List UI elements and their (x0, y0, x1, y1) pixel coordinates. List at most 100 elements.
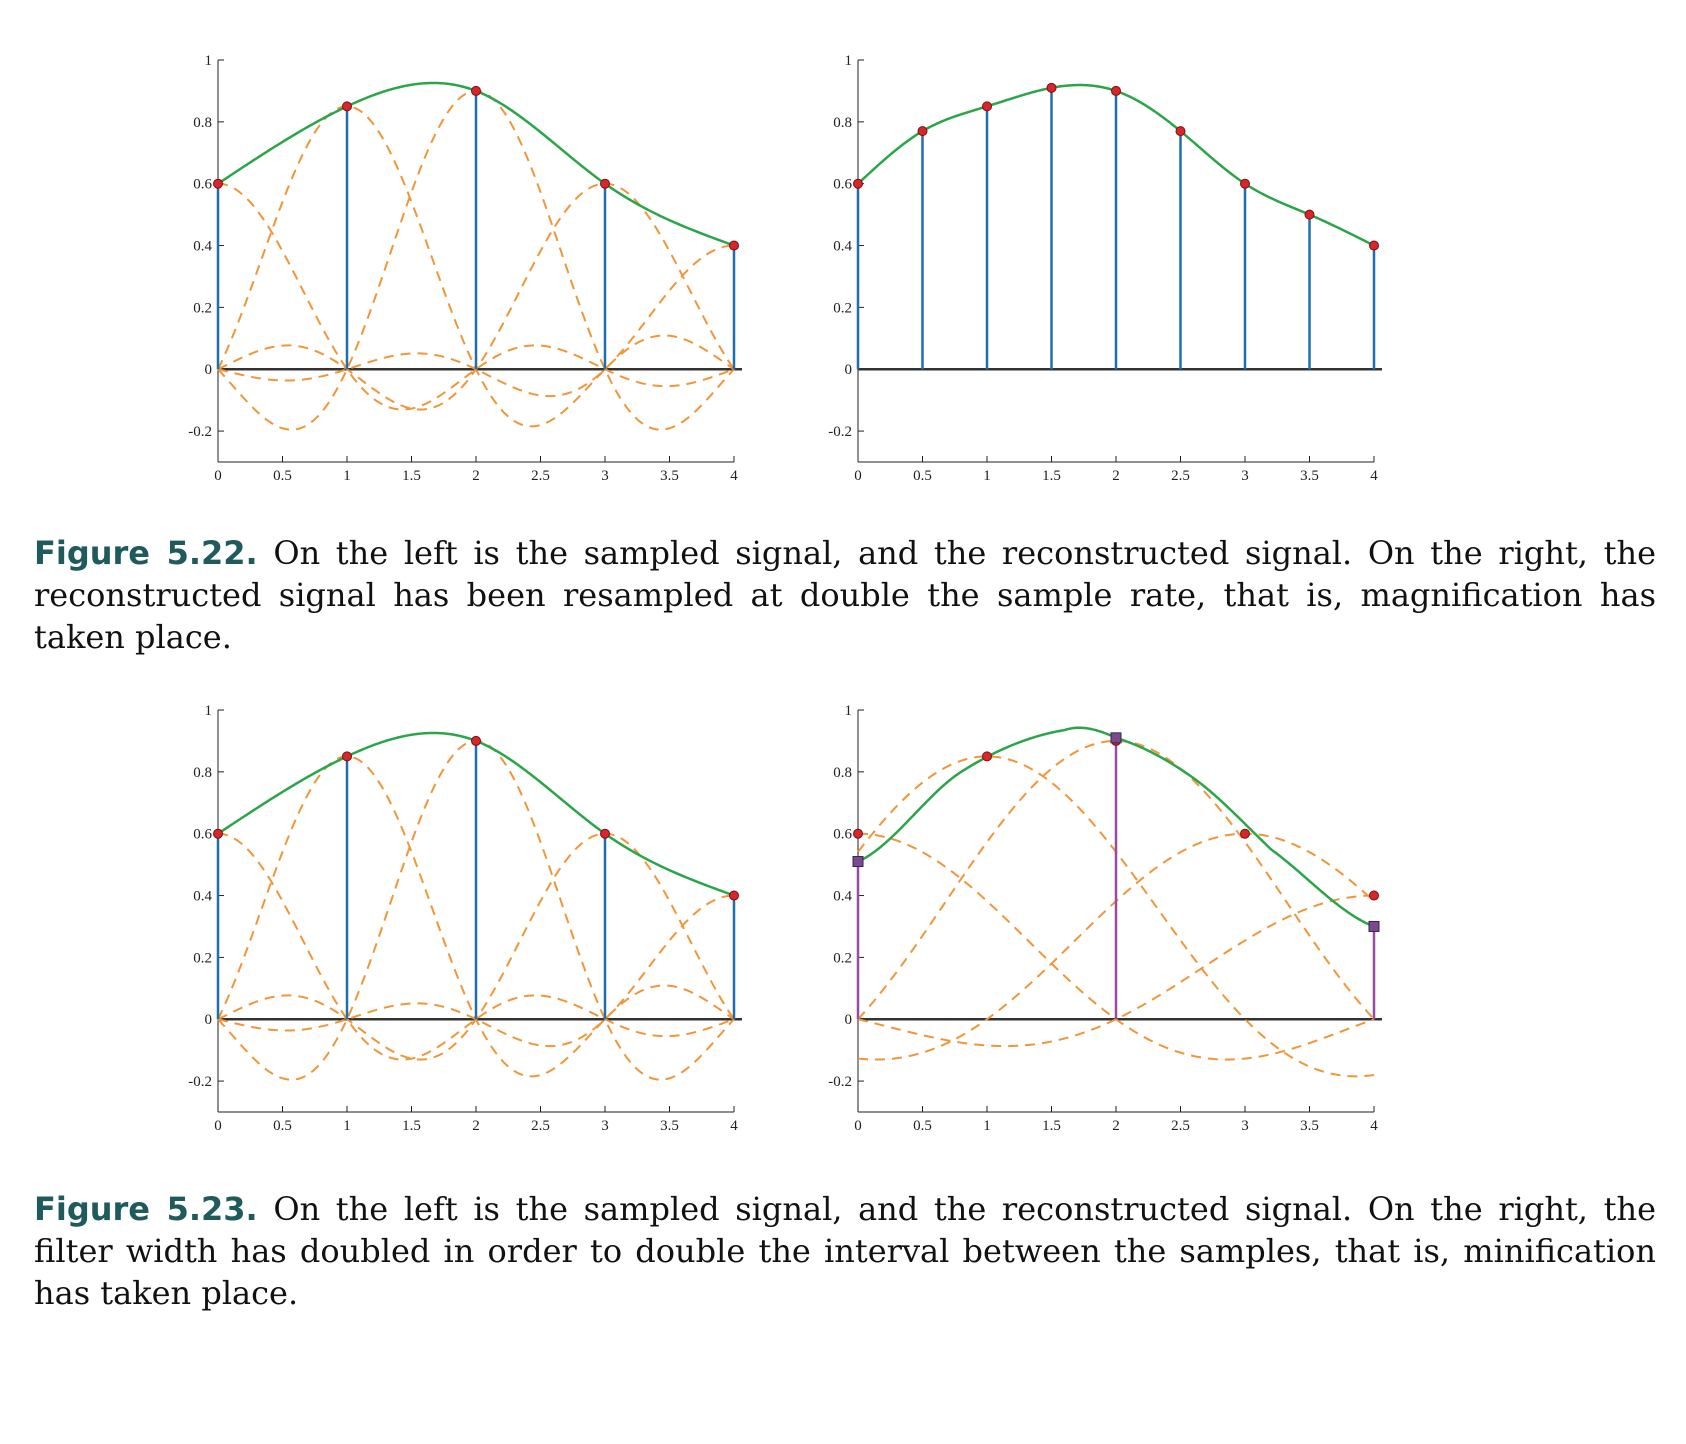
y-tick-label: 0.8 (193, 115, 212, 131)
plot-fig22-right: -0.2 0 0.2 0.4 0.6 0.8 1 0 0.5 1 1.5 2 2.5 3 3.5 4 (828, 53, 1382, 484)
y-tick-label: 0.8 (833, 765, 852, 781)
y-tick-label: 0 (205, 1012, 213, 1028)
x-tick-label: 1.5 (1042, 468, 1061, 484)
sample-point (471, 735, 481, 746)
x-tick-label: 1.5 (1042, 1118, 1061, 1134)
sample-point (1304, 209, 1315, 220)
kernel-curve (857, 739, 1375, 1020)
y-tick-label: 0.4 (193, 889, 212, 905)
y-tick-label: 1 (845, 53, 853, 69)
sample-point (471, 85, 481, 96)
x-tick-label: 3 (1241, 468, 1249, 484)
sample-point (853, 178, 863, 189)
y-tick-label: 0.2 (833, 300, 852, 316)
sample-point (600, 178, 610, 189)
resample-point (1368, 920, 1380, 932)
x-tick-label: 3 (1241, 1118, 1249, 1134)
sample-point (1046, 82, 1057, 93)
x-tick-label: 1 (983, 468, 991, 484)
x-tick-label: 3 (601, 1118, 609, 1134)
sample-point (853, 828, 863, 839)
x-tick-label: 3 (601, 468, 609, 484)
x-tick-label: 0.5 (913, 468, 932, 484)
x-tick-label: 4 (730, 1118, 738, 1134)
y-tick-label: 0.6 (833, 177, 852, 193)
resample-point (852, 856, 864, 868)
x-tick-label: 0 (854, 1118, 862, 1134)
x-tick-label: 3.5 (1300, 1118, 1319, 1134)
sample-point (982, 751, 992, 762)
sample-point (1175, 126, 1186, 137)
y-tick-label: -0.2 (828, 1074, 852, 1090)
caption-fig-23: Figure 5.23. On the left is the sampled … (34, 1188, 1656, 1314)
y-tick-label: 0.2 (193, 300, 212, 316)
x-tick-label: 2.5 (1171, 468, 1190, 484)
x-tick-label: 1 (983, 1118, 991, 1134)
caption-text: On the left is the sampled signal, and t… (34, 534, 1657, 656)
y-tick-label: 0.6 (193, 827, 212, 843)
x-tick-label: 3.5 (660, 1118, 679, 1134)
sample-point (342, 751, 352, 762)
kernel-curve (217, 894, 735, 1048)
x-tick-label: 4 (730, 468, 738, 484)
y-tick-label: 0.6 (193, 177, 212, 193)
y-tick-label: 0.8 (833, 115, 852, 131)
sample-point (729, 240, 739, 251)
caption-label: Figure 5.23. (34, 1190, 258, 1228)
sample-point (729, 890, 739, 901)
x-tick-label: 1.5 (402, 468, 421, 484)
x-tick-label: 2 (472, 1118, 480, 1134)
y-tick-label: 1 (845, 703, 853, 719)
sample-point (1111, 85, 1121, 96)
sample-point (1240, 828, 1250, 839)
kernel-curve (217, 182, 735, 411)
y-tick-label: -0.2 (188, 424, 212, 440)
sample-point (342, 101, 352, 112)
x-tick-label: 3.5 (1300, 468, 1319, 484)
y-tick-label: 0.4 (833, 889, 852, 905)
x-tick-label: 0 (214, 1118, 222, 1134)
x-tick-label: 2 (472, 468, 480, 484)
kernel-curve (217, 832, 735, 1061)
y-tick-label: 0.4 (193, 239, 212, 255)
y-tick-label: 0 (845, 362, 853, 378)
sample-point (982, 101, 992, 112)
x-tick-label: 0.5 (913, 1118, 932, 1134)
kernel-curve (217, 244, 735, 398)
sample-point (213, 828, 223, 839)
y-tick-label: 0.2 (833, 950, 852, 966)
x-tick-label: 2.5 (531, 468, 550, 484)
y-tick-label: 1 (205, 703, 213, 719)
y-tick-label: -0.2 (188, 1074, 212, 1090)
caption-fig-22: Figure 5.22. On the left is the sampled … (34, 532, 1656, 658)
x-tick-label: 2 (1112, 1118, 1120, 1134)
y-tick-label: 1 (205, 53, 213, 69)
caption-label: Figure 5.22. (34, 534, 258, 572)
x-tick-label: 4 (1370, 1118, 1378, 1134)
resample-point (1110, 732, 1122, 744)
x-tick-label: 2 (1112, 468, 1120, 484)
sample-point (1369, 890, 1379, 901)
sample-point (1369, 240, 1379, 251)
caption-text: On the left is the sampled signal, and t… (34, 1190, 1657, 1312)
sample-point (600, 828, 610, 839)
x-tick-label: 0.5 (273, 1118, 292, 1134)
x-tick-label: 1 (343, 1118, 351, 1134)
plot-fig22-left: -0.2 0 0.2 0.4 0.6 0.8 1 0 0.5 1 1.5 2 2.5 3 3.5 4 (188, 53, 742, 484)
x-tick-label: 0.5 (273, 468, 292, 484)
sample-point (1240, 178, 1250, 189)
plot-fig23-left: -0.2 0 0.2 0.4 0.6 0.8 1 0 0.5 1 1.5 2 2.5 3 3.5 4 (188, 703, 742, 1134)
x-tick-label: 4 (1370, 468, 1378, 484)
y-tick-label: -0.2 (828, 424, 852, 440)
sample-point (917, 126, 928, 137)
y-tick-label: 0.4 (833, 239, 852, 255)
x-tick-label: 2.5 (531, 1118, 550, 1134)
x-tick-label: 2.5 (1171, 1118, 1190, 1134)
y-tick-label: 0.6 (833, 827, 852, 843)
kernel-curve (857, 894, 1375, 1048)
x-tick-label: 0 (854, 468, 862, 484)
y-tick-label: 0 (205, 362, 213, 378)
x-tick-label: 1 (343, 468, 351, 484)
x-tick-label: 0 (214, 468, 222, 484)
x-tick-label: 1.5 (402, 1118, 421, 1134)
